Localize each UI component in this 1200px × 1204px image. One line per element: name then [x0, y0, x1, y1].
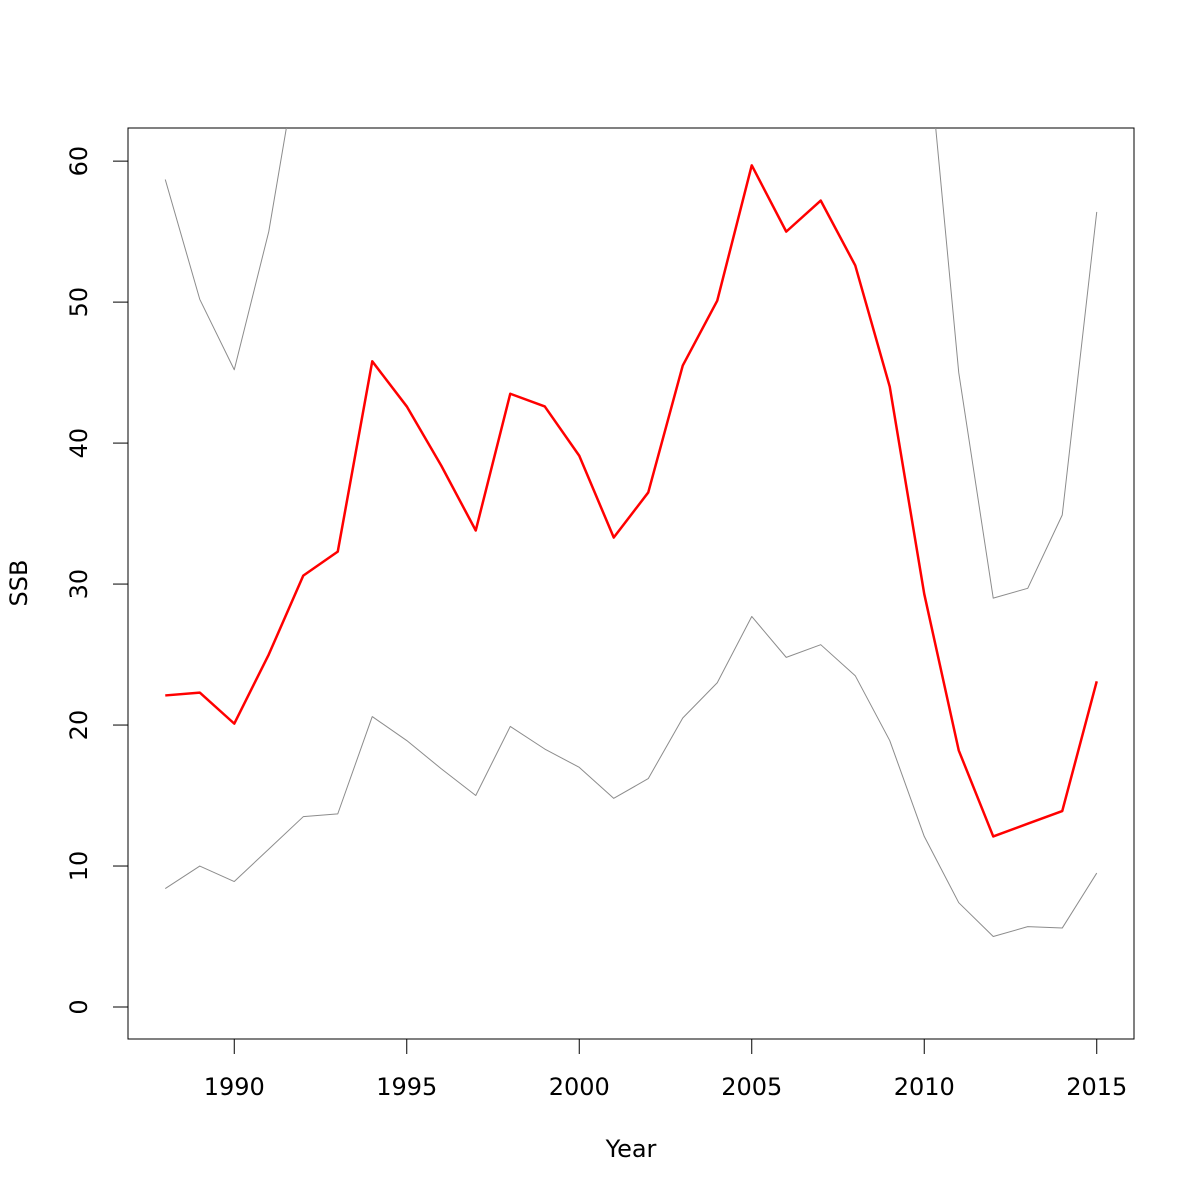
x-tick-label: 2010 [894, 1073, 955, 1101]
series-line [164, 128, 1098, 599]
y-axis-label: SSB [5, 560, 33, 607]
y-tick-label: 20 [65, 710, 93, 741]
y-tick-label: 50 [65, 287, 93, 318]
x-tick-label: 1995 [376, 1073, 437, 1101]
y-tick-label: 60 [65, 146, 93, 177]
x-tick-label: 1990 [204, 1073, 265, 1101]
x-tick-label: 2005 [721, 1073, 782, 1101]
y-tick-label: 0 [65, 999, 93, 1014]
y-tick-label: 30 [65, 569, 93, 600]
plot-box [127, 127, 1135, 1040]
x-tick-label: 2015 [1066, 1073, 1127, 1101]
y-tick-label: 40 [65, 428, 93, 459]
y-tick-label: 10 [65, 851, 93, 882]
series-line [164, 615, 1098, 938]
x-tick-label: 2000 [549, 1073, 610, 1101]
plot-area [164, 128, 1098, 938]
series-line [165, 164, 1098, 838]
x-axis-label: Year [605, 1135, 657, 1163]
